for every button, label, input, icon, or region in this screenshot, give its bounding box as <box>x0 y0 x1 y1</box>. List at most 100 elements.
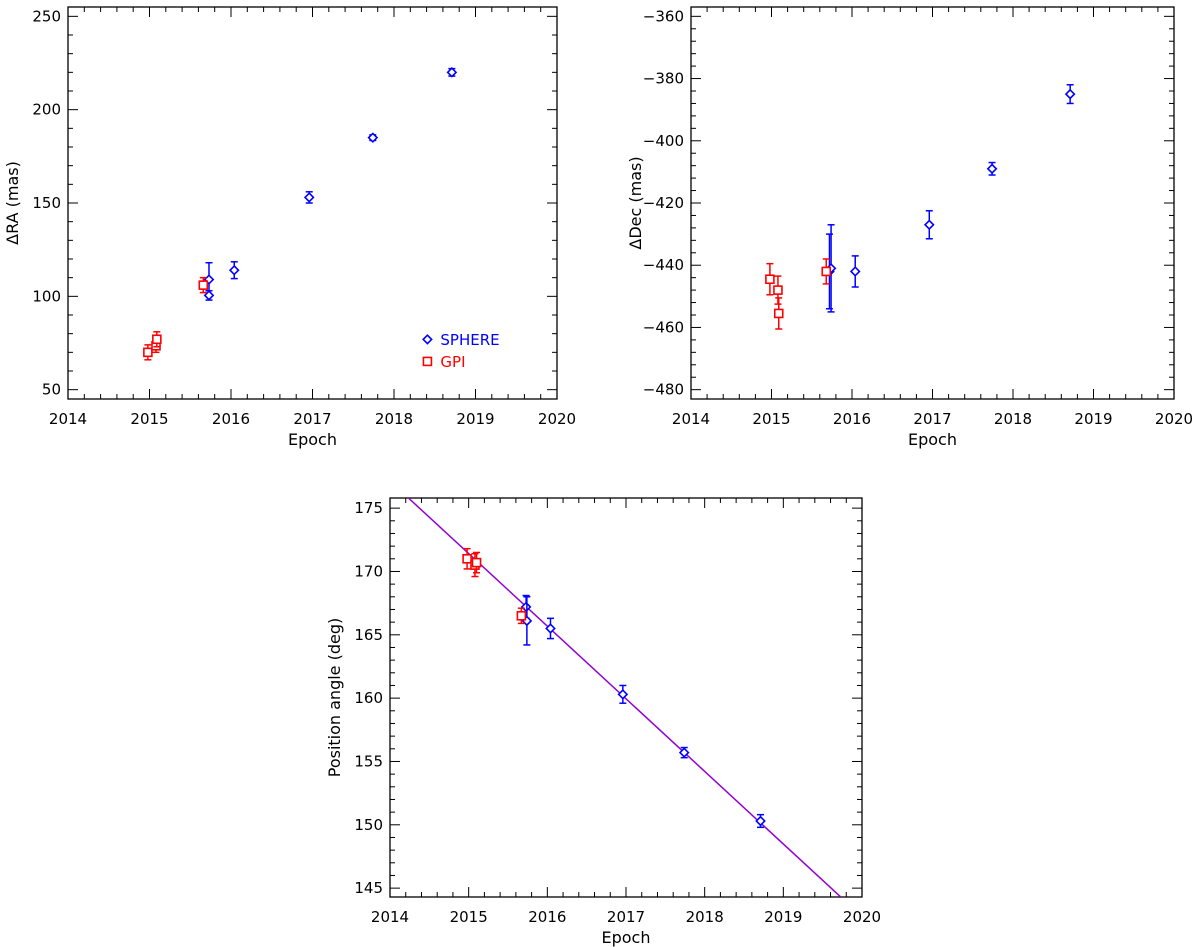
x-axis-label: Epoch <box>602 928 651 947</box>
y-tick-label: −460 <box>643 318 684 336</box>
plot-frame <box>690 6 1175 400</box>
y-tick-label: 150 <box>32 194 61 212</box>
gpi-point <box>821 258 832 285</box>
diamond-marker <box>849 266 861 277</box>
diamond-marker <box>545 623 556 634</box>
sphere-point <box>678 746 690 759</box>
diamond-marker <box>1064 88 1076 100</box>
legend-diamond-marker <box>422 334 433 345</box>
diamond-marker <box>755 815 766 827</box>
x-tick-label: 2020 <box>843 908 881 926</box>
y-axis-label: ΔDec (mas) <box>626 156 645 249</box>
sphere-point <box>228 261 240 280</box>
legend-label: GPI <box>440 353 465 371</box>
y-tick-label: 145 <box>354 879 383 897</box>
sphere-point <box>986 161 998 176</box>
diamond-marker <box>203 290 215 301</box>
sphere-point <box>303 191 315 204</box>
square-marker <box>773 285 783 295</box>
sphere-point <box>923 210 935 240</box>
x-tick-label: 2016 <box>528 908 566 926</box>
x-tick-label: 2014 <box>371 908 409 926</box>
legend: SPHERE GPI <box>422 331 500 371</box>
square-marker <box>462 553 472 564</box>
y-tick-label: 155 <box>354 752 383 770</box>
x-axis-label: Epoch <box>288 430 337 449</box>
y-axis-label: ΔRA (mas) <box>3 161 22 245</box>
gpi-point <box>143 344 153 361</box>
sphere-point <box>849 255 861 288</box>
position-angle-panel: 2014 2015 2016 2017 2018 2019 2020 145 150 155 160… <box>325 497 881 947</box>
square-marker <box>152 334 162 345</box>
diamond-marker <box>617 689 629 700</box>
x-axis-label: Epoch <box>908 430 957 449</box>
legend-label: SPHERE <box>440 331 499 349</box>
x-tick-label: 2015 <box>752 410 790 428</box>
square-marker <box>821 266 832 277</box>
y-tick-label: −380 <box>643 70 684 88</box>
diamond-marker <box>923 219 935 231</box>
sphere-point <box>617 684 629 704</box>
diamond-marker <box>446 67 458 78</box>
y-tick-label: −480 <box>643 381 684 399</box>
gpi-point <box>773 297 784 330</box>
sphere-point <box>1064 84 1076 105</box>
gpi-point <box>516 607 527 625</box>
x-tick-label: 2017 <box>293 410 331 428</box>
sphere-point <box>755 813 766 829</box>
square-marker <box>143 347 153 358</box>
sphere-point <box>203 289 215 301</box>
x-tick-label: 2019 <box>764 908 802 926</box>
dec-panel: 2014 2015 2016 2017 2018 2019 2020 −480 −460 −440… <box>626 6 1193 449</box>
y-tick-label: 165 <box>354 626 383 644</box>
diamond-marker <box>678 747 690 758</box>
y-tick-label: 100 <box>32 287 61 305</box>
gpi-point <box>462 547 472 570</box>
y-tick-label: 250 <box>32 7 61 25</box>
x-tick-label: 2020 <box>538 410 576 428</box>
gpi-point <box>773 275 783 305</box>
x-tick-label: 2018 <box>686 908 724 926</box>
gpi-point <box>152 331 162 348</box>
sphere-point <box>446 67 458 78</box>
square-marker <box>471 557 482 568</box>
y-tick-label: 175 <box>354 499 383 517</box>
y-tick-label: −420 <box>643 194 684 212</box>
x-tick-label: 2016 <box>833 410 871 428</box>
diamond-marker <box>986 163 998 175</box>
x-tick-label: 2018 <box>375 410 413 428</box>
y-tick-label: 50 <box>42 381 61 399</box>
square-marker <box>198 280 209 290</box>
square-marker <box>516 610 527 621</box>
y-tick-label: 170 <box>354 562 383 580</box>
y-tick-label: 150 <box>354 816 383 834</box>
gpi-point <box>471 551 482 574</box>
ra-panel: 2014 2015 2016 2017 2018 2019 2020 50 100 150 200 2… <box>3 6 576 449</box>
y-tick-label: −400 <box>643 132 684 150</box>
y-tick-label: 160 <box>354 689 383 707</box>
sphere-point <box>367 132 379 143</box>
legend-square-marker <box>422 356 433 367</box>
gpi-point <box>198 276 209 294</box>
sphere-point <box>545 617 556 640</box>
diamond-marker <box>228 264 240 276</box>
gpi-point <box>765 262 775 296</box>
x-tick-label: 2019 <box>456 410 494 428</box>
x-tick-label: 2015 <box>130 410 168 428</box>
x-tick-label: 2014 <box>672 410 710 428</box>
y-axis-label: Position angle (deg) <box>325 618 344 778</box>
diamond-marker <box>303 192 315 203</box>
diamond-marker <box>367 132 379 143</box>
x-tick-label: 2016 <box>212 410 250 428</box>
x-tick-label: 2018 <box>994 410 1032 428</box>
y-tick-label: −360 <box>643 7 684 25</box>
plot-frame <box>389 497 863 898</box>
square-marker <box>773 308 784 319</box>
y-tick-label: −440 <box>643 256 684 274</box>
square-marker <box>765 274 775 285</box>
x-tick-label: 2019 <box>1074 410 1112 428</box>
x-tick-label: 2020 <box>1155 410 1193 428</box>
x-tick-label: 2014 <box>49 410 87 428</box>
x-tick-label: 2017 <box>913 410 951 428</box>
